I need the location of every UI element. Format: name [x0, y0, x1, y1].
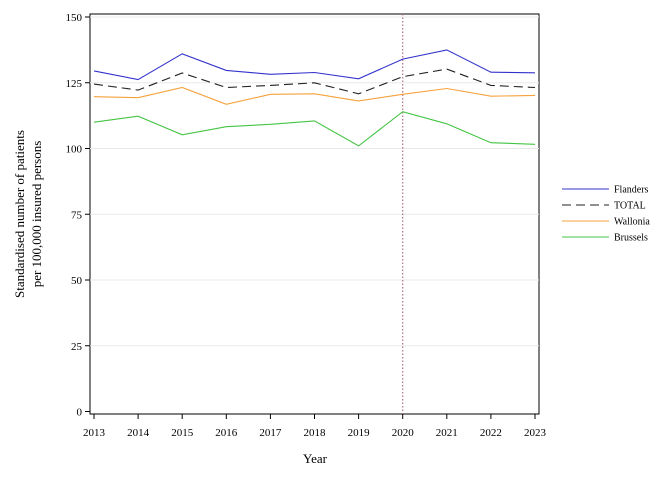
series-lines	[93, 49, 536, 147]
x-axis: 2013 2014 2015 2016 2017 2018 2019 2020 2021 2022…	[83, 414, 547, 439]
y-axis-title-line-1: Standardised number of patients	[12, 130, 27, 298]
x-tick-label: 2018	[304, 427, 327, 439]
legend: Flanders TOTAL Wallonia Brussels	[562, 185, 650, 244]
x-tick-label: 2013	[83, 427, 106, 439]
y-tick-label: 25	[71, 341, 83, 353]
x-tick-label: 2016	[215, 427, 238, 439]
y-axis: 0 25 50 75 100 125 150	[66, 12, 90, 419]
y-axis-title-line-2: per 100,000 insured persons	[29, 141, 44, 288]
legend-label-wallonia: Wallonia	[614, 217, 650, 228]
x-tick-label: 2020	[392, 427, 415, 439]
y-tick-label: 75	[71, 209, 83, 221]
y-tick-label: 0	[77, 407, 83, 419]
y-tick-label: 125	[66, 78, 83, 90]
legend-label-flanders: Flanders	[614, 185, 649, 196]
x-tick-label: 2021	[436, 427, 458, 439]
legend-label-brussels: Brussels	[614, 233, 648, 244]
x-tick-label: 2017	[259, 427, 282, 439]
x-tick-label: 2022	[480, 427, 502, 439]
x-axis-title: Year	[303, 451, 328, 466]
y-tick-label: 50	[71, 275, 83, 287]
series-line-total	[93, 68, 536, 95]
y-tick-label: 100	[66, 144, 83, 156]
x-tick-label: 2015	[171, 427, 194, 439]
legend-label-total: TOTAL	[614, 201, 646, 212]
x-tick-label: 2023	[524, 427, 547, 439]
series-line-wallonia	[93, 86, 536, 105]
x-tick-label: 2014	[127, 427, 150, 439]
x-tick-label: 2019	[348, 427, 371, 439]
series-line-flanders	[93, 49, 536, 81]
y-tick-label: 150	[66, 12, 83, 24]
series-line-brussels	[93, 111, 536, 147]
